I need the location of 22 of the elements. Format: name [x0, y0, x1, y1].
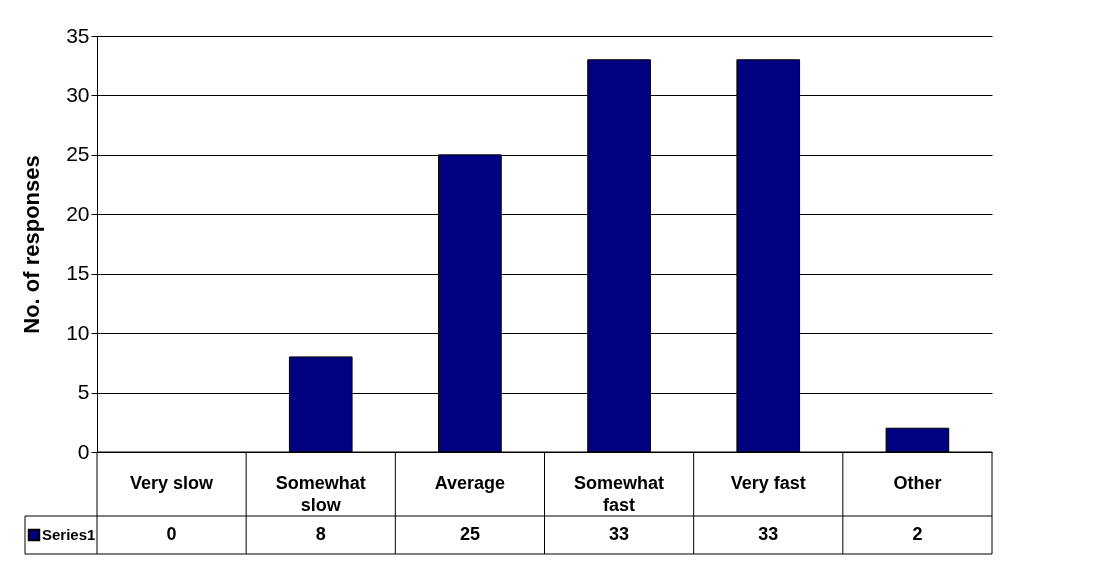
y-tick-label: 35	[66, 23, 90, 47]
data-label: 8	[315, 524, 326, 544]
legend-label: Series1	[42, 526, 96, 543]
y-tick-label: 5	[77, 380, 90, 404]
y-tick-label: 10	[66, 320, 90, 344]
data-label: 33	[758, 524, 779, 544]
data-label: 0	[166, 524, 177, 544]
y-tick-label: 30	[66, 82, 90, 106]
y-tick-label: 25	[66, 142, 90, 166]
data-label: 25	[459, 524, 480, 544]
y-tick-label: 20	[66, 201, 90, 225]
data-label: 33	[609, 524, 630, 544]
y-tick-label: 0	[77, 439, 90, 463]
x-tick-label: Somewhat fast	[574, 473, 665, 515]
data-label: 2	[912, 524, 923, 544]
x-tick-label: Other	[893, 473, 942, 493]
x-tick-label: Somewhat slow	[275, 473, 366, 515]
y-tick-label: 15	[66, 261, 90, 285]
y-axis-title: No. of responses	[19, 155, 45, 334]
x-tick-label: Average	[434, 473, 506, 493]
x-tick-label: Very fast	[730, 473, 806, 493]
x-tick-label: Very slow	[130, 473, 215, 493]
